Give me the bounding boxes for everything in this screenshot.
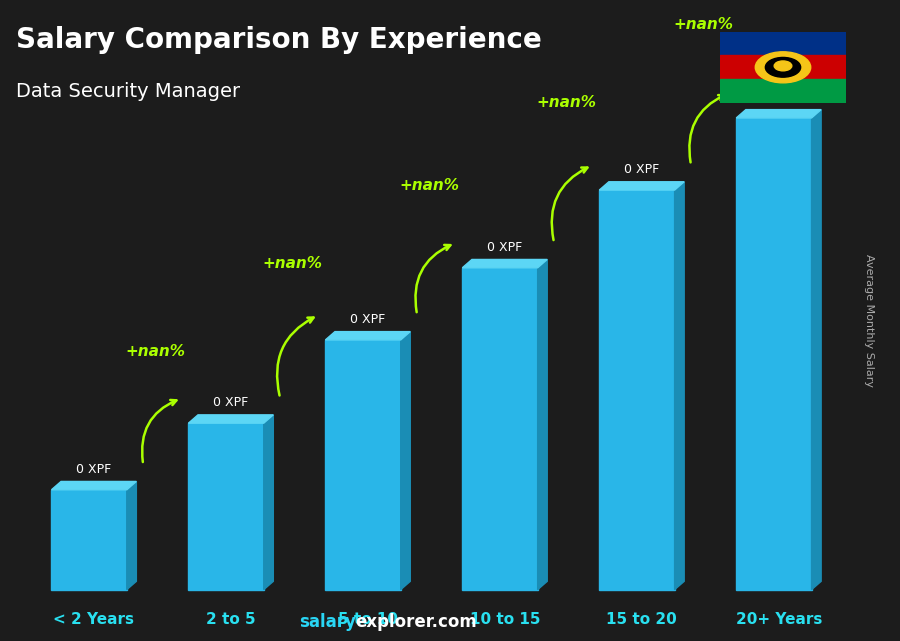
Text: +nan%: +nan% [536, 95, 597, 110]
Polygon shape [720, 32, 846, 55]
Text: 10 to 15: 10 to 15 [470, 612, 540, 627]
Text: 0 XPF: 0 XPF [350, 313, 385, 326]
Text: +nan%: +nan% [125, 344, 185, 360]
Polygon shape [537, 260, 547, 590]
Text: 0 XPF: 0 XPF [213, 396, 248, 410]
Bar [736, 118, 812, 590]
Circle shape [765, 58, 801, 77]
Bar [463, 268, 537, 590]
Text: Average Monthly Salary: Average Monthly Salary [863, 254, 874, 387]
Polygon shape [51, 481, 137, 490]
Bar [599, 190, 675, 590]
Text: explorer.com: explorer.com [356, 613, 477, 631]
Text: 0 XPF: 0 XPF [624, 163, 660, 176]
Circle shape [774, 61, 792, 71]
Polygon shape [188, 415, 274, 423]
Polygon shape [736, 110, 821, 118]
Polygon shape [264, 415, 274, 590]
Text: 5 to 10: 5 to 10 [338, 612, 398, 627]
Polygon shape [720, 79, 846, 103]
Polygon shape [326, 331, 410, 340]
Polygon shape [400, 331, 410, 590]
Text: Salary Comparison By Experience: Salary Comparison By Experience [16, 26, 542, 54]
Text: < 2 Years: < 2 Years [53, 612, 134, 627]
Polygon shape [812, 110, 821, 590]
Text: +nan%: +nan% [673, 17, 734, 32]
Polygon shape [463, 260, 547, 268]
Text: 15 to 20: 15 to 20 [607, 612, 677, 627]
Polygon shape [675, 182, 684, 590]
Bar [51, 490, 127, 590]
Polygon shape [127, 481, 137, 590]
Text: Data Security Manager: Data Security Manager [16, 82, 240, 101]
Text: 0 XPF: 0 XPF [487, 241, 522, 254]
Text: 2 to 5: 2 to 5 [206, 612, 256, 627]
Text: 0 XPF: 0 XPF [76, 463, 112, 476]
Polygon shape [720, 55, 846, 79]
Bar [326, 340, 400, 590]
Bar [188, 423, 264, 590]
Text: 20+ Years: 20+ Years [735, 612, 822, 627]
Circle shape [755, 52, 811, 83]
Text: 0 XPF: 0 XPF [761, 91, 796, 104]
Text: +nan%: +nan% [400, 178, 460, 193]
Text: +nan%: +nan% [263, 256, 322, 271]
Text: salary: salary [299, 613, 356, 631]
Polygon shape [599, 182, 684, 190]
